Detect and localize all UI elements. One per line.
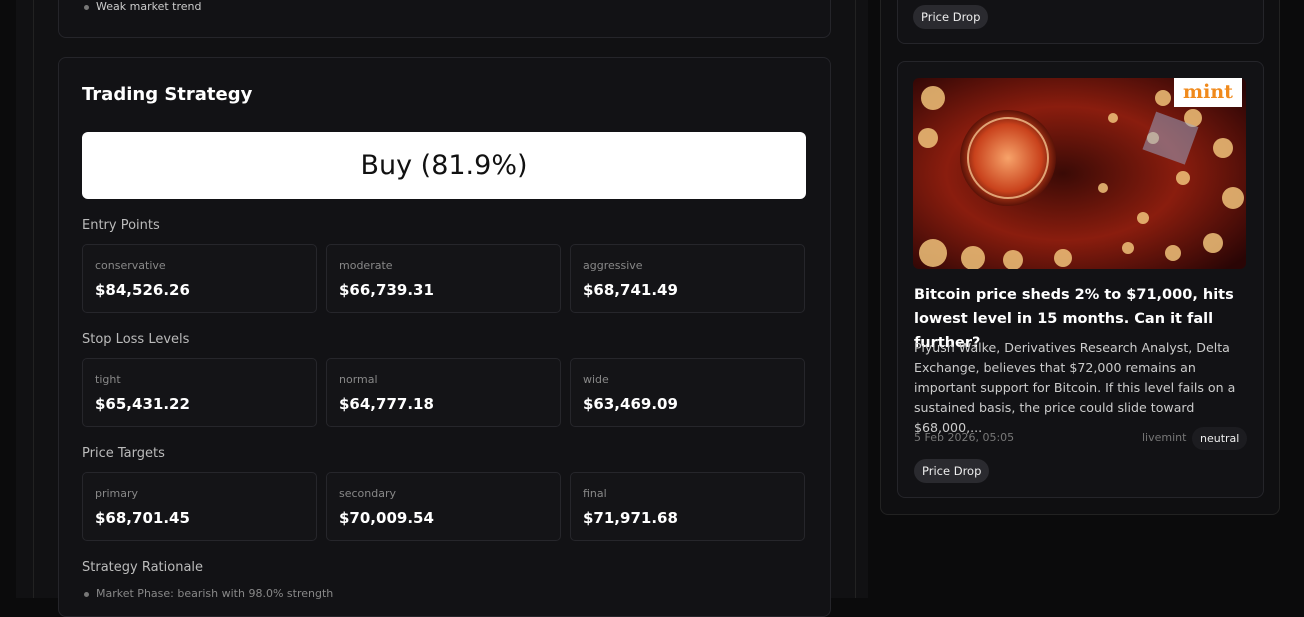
level-value: $68,741.49 bbox=[583, 281, 678, 299]
level-value: $84,526.26 bbox=[95, 281, 190, 299]
headline[interactable]: Bitcoin price sheds 2% to $71,000, hits … bbox=[914, 287, 1234, 351]
date: 5 Feb 2026, 05:05 bbox=[914, 431, 1015, 444]
news-image bbox=[913, 78, 1246, 269]
level-value: $68,701.45 bbox=[95, 509, 190, 527]
level-value: $66,739.31 bbox=[339, 281, 434, 299]
card-title: Trading Strategy bbox=[82, 84, 253, 105]
level-label: aggressive bbox=[583, 259, 643, 272]
level-label: normal bbox=[339, 373, 378, 386]
level-label: tight bbox=[95, 373, 121, 386]
level-box: aggressive $68,741.49 bbox=[570, 244, 805, 313]
level-box: tight $65,431.22 bbox=[82, 358, 317, 427]
tag[interactable]: Price Drop bbox=[913, 5, 989, 29]
page: Weak market trend Trading Strategy Buy (… bbox=[33, 0, 1280, 617]
source-logo: mint bbox=[1174, 78, 1242, 107]
sentiment: neutral bbox=[1192, 427, 1248, 450]
section-title: Stop Loss Levels bbox=[82, 332, 190, 347]
level-box: final $71,971.68 bbox=[570, 472, 805, 541]
level-value: $70,009.54 bbox=[339, 509, 434, 527]
level-box: wide $63,469.09 bbox=[570, 358, 805, 427]
recommendation: Buy (81.9%) bbox=[82, 132, 806, 199]
level-label: primary bbox=[95, 487, 139, 500]
level-label: final bbox=[583, 487, 607, 500]
section-title: Price Targets bbox=[82, 446, 165, 461]
news-card: Price Drop bbox=[897, 0, 1264, 44]
level-value: $65,431.22 bbox=[95, 395, 190, 413]
bullet: Market Phase: bearish with 98.0% strengt… bbox=[83, 587, 334, 600]
level-box: primary $68,701.45 bbox=[82, 472, 317, 541]
section-title: Strategy Rationale bbox=[82, 560, 204, 575]
level-box: conservative $84,526.26 bbox=[82, 244, 317, 313]
summary: Piyush Walke, Derivatives Research Analy… bbox=[914, 340, 1236, 435]
tag[interactable]: Price Drop bbox=[914, 459, 990, 483]
level-label: secondary bbox=[339, 487, 397, 500]
level-box: moderate $66,739.31 bbox=[326, 244, 561, 313]
source: livemint bbox=[1142, 431, 1187, 444]
bullet: Weak market trend bbox=[83, 0, 202, 13]
level-label: wide bbox=[583, 373, 609, 386]
level-value: $64,777.18 bbox=[339, 395, 434, 413]
analysis-card: Weak market trend bbox=[58, 0, 831, 38]
level-box: normal $64,777.18 bbox=[326, 358, 561, 427]
level-label: moderate bbox=[339, 259, 393, 272]
level-value: $71,971.68 bbox=[583, 509, 678, 527]
level-label: conservative bbox=[95, 259, 166, 272]
level-value: $63,469.09 bbox=[583, 395, 678, 413]
left-column bbox=[33, 0, 856, 598]
section-title: Entry Points bbox=[82, 218, 160, 233]
level-box: secondary $70,009.54 bbox=[326, 472, 561, 541]
